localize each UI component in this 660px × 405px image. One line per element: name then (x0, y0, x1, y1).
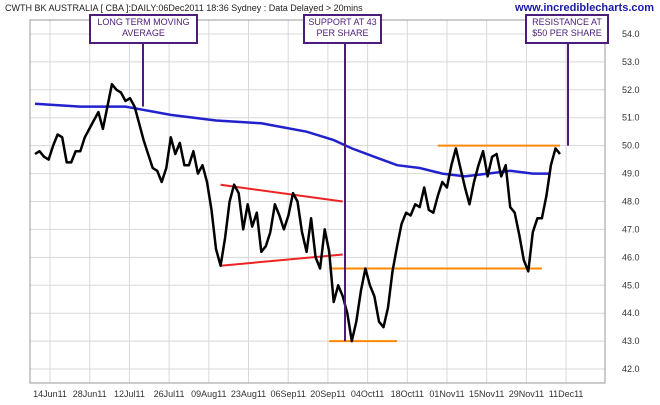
y-tick-label: 50.0 (622, 141, 640, 151)
y-tick-label: 48.0 (622, 197, 640, 207)
x-tick-label: 15Nov11 (469, 389, 504, 399)
x-tick-label: 29Nov11 (509, 389, 544, 399)
support-callout: SUPPORT AT 43 PER SHARE (303, 14, 382, 44)
x-tick-label: 09Aug11 (191, 389, 226, 399)
y-tick-label: 49.0 (622, 169, 640, 179)
trend-line (220, 253, 343, 267)
x-tick-label: 04Oct11 (351, 389, 384, 399)
y-axis: 42.0 43.0 44.0 45.0 46.0 47.0 48.0 49.0 50.0 51.0… (622, 29, 640, 374)
chart-header: CWTH BK AUSTRALIA [ CBA ]:DAILY:06Dec201… (5, 3, 363, 13)
callout-line: AVERAGE (122, 28, 165, 38)
price-line (34, 82, 561, 343)
callout-line: SUPPORT AT 43 (308, 17, 377, 27)
x-tick-label: 26Jul11 (154, 389, 185, 399)
callout-line: PER SHARE (316, 28, 369, 38)
callout-pointers (142, 44, 569, 342)
x-tick-label: 23Aug11 (231, 389, 266, 399)
x-tick-label: 18Oct11 (391, 389, 424, 399)
trend-line (220, 183, 343, 203)
y-tick-label: 42.0 (622, 364, 640, 374)
moving-average-callout: LONG TERM MOVING AVERAGE (89, 14, 198, 44)
x-tick-label: 14Jun11 (33, 389, 67, 399)
x-tick-label: 28Jun11 (73, 389, 107, 399)
y-tick-label: 43.0 (622, 336, 640, 346)
y-tick-label: 47.0 (622, 224, 640, 234)
y-tick-label: 54.0 (622, 29, 640, 39)
chart-grid (30, 20, 605, 383)
x-tick-label: 01Nov11 (429, 389, 464, 399)
site-logo[interactable]: www.incrediblecharts.com (515, 2, 654, 14)
callout-line: RESISTANCE AT (532, 17, 602, 27)
x-tick-label: 20Sep11 (310, 389, 345, 399)
y-tick-label: 44.0 (622, 308, 640, 318)
y-tick-label: 52.0 (622, 85, 640, 95)
y-tick-label: 51.0 (622, 113, 640, 123)
y-tick-label: 46.0 (622, 252, 640, 262)
callout-line: LONG TERM MOVING (97, 17, 190, 27)
y-tick-label: 53.0 (622, 57, 640, 67)
moving-average-line (34, 102, 551, 178)
x-tick-label: 06Sep11 (271, 389, 306, 399)
y-tick-label: 45.0 (622, 280, 640, 290)
x-tick-label: 11Dec11 (549, 389, 584, 399)
x-tick-label: 12Jul11 (114, 389, 145, 399)
callout-line: $50 PER SHARE (532, 28, 602, 38)
resistance-callout: RESISTANCE AT $50 PER SHARE (525, 14, 609, 44)
x-axis: 14Jun11 28Jun11 12Jul11 26Jul11 09Aug11 23Aug… (33, 389, 583, 399)
